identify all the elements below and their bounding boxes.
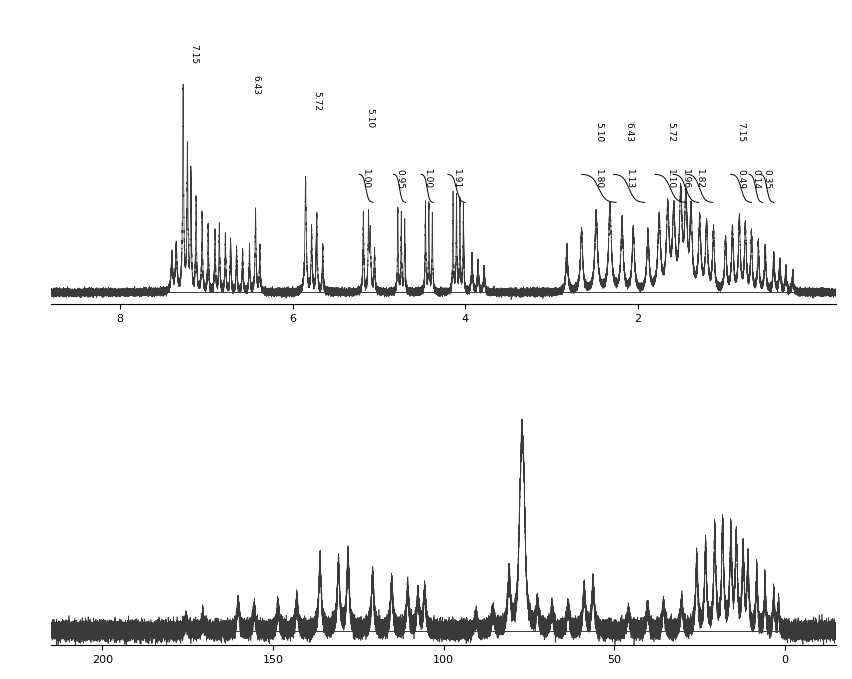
Text: 7.15: 7.15 <box>189 44 198 64</box>
Text: 0.49: 0.49 <box>736 170 745 189</box>
Text: 5.72: 5.72 <box>665 122 674 142</box>
Text: 1.13: 1.13 <box>624 170 633 189</box>
Text: 0.35: 0.35 <box>762 170 770 189</box>
Text: 1.91: 1.91 <box>452 170 460 189</box>
Text: 1.82: 1.82 <box>694 170 704 189</box>
Text: 1.96: 1.96 <box>681 170 689 189</box>
Text: 0.14: 0.14 <box>751 170 759 189</box>
Text: 1.10: 1.10 <box>665 170 674 189</box>
Text: 1.80: 1.80 <box>594 170 602 189</box>
Text: 7.15: 7.15 <box>736 122 745 142</box>
Text: 5.10: 5.10 <box>594 122 602 142</box>
Text: 1.00: 1.00 <box>361 170 370 189</box>
Text: 1.00: 1.00 <box>423 170 431 189</box>
Text: 6.43: 6.43 <box>624 122 633 142</box>
Text: 5.72: 5.72 <box>312 92 321 111</box>
Text: 6.43: 6.43 <box>250 75 260 95</box>
Text: 0.95: 0.95 <box>394 170 404 189</box>
Text: 5.10: 5.10 <box>366 108 374 128</box>
